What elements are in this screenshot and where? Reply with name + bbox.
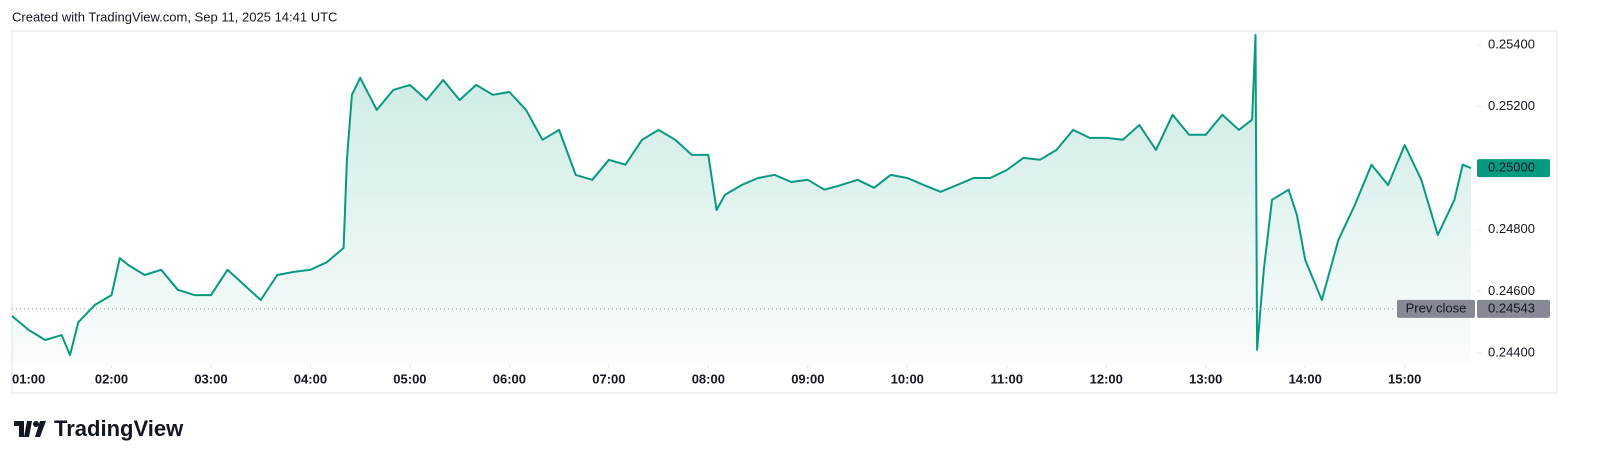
prev-close-label: 0.24543 [1488, 300, 1535, 315]
brand-logo [14, 421, 46, 437]
area-fill [12, 35, 1471, 365]
x-tick-label: 11:00 [990, 371, 1023, 386]
y-tick-label: 0.25400 [1488, 36, 1535, 51]
x-tick-label: 06:00 [493, 371, 526, 386]
last-price-badge [1477, 159, 1550, 178]
prev-close-name: Prev close [1406, 300, 1467, 315]
y-tick-label: 0.25200 [1488, 98, 1535, 113]
header-text: Created with TradingView.com, Sep 11, 20… [12, 9, 337, 24]
x-tick-label: 10:00 [891, 371, 924, 386]
x-tick-label: 05:00 [393, 371, 426, 386]
x-tick-label: 04:00 [294, 371, 327, 386]
x-tick-label: 07:00 [592, 371, 625, 386]
last-price-label: 0.25000 [1488, 160, 1535, 175]
prev-close-tag [1397, 299, 1475, 318]
brand-name: TradingView [54, 416, 184, 441]
y-tick-label: 0.24800 [1488, 221, 1535, 236]
chart-frame [11, 30, 1558, 394]
x-tick-label: 09:00 [791, 371, 824, 386]
x-tick-label: 03:00 [194, 371, 227, 386]
y-tick-label: 0.24400 [1488, 344, 1535, 359]
y-tick-label: 0.24600 [1488, 283, 1535, 298]
x-tick-label: 14:00 [1289, 371, 1322, 386]
x-tick-label: 12:00 [1090, 371, 1123, 386]
x-tick-label: 08:00 [692, 371, 725, 386]
prev-close-badge [1477, 299, 1550, 318]
price-line [11, 34, 1472, 357]
x-tick-label: 15:00 [1388, 371, 1421, 386]
x-tick-label: 01:00 [12, 371, 45, 386]
x-tick-label: 13:00 [1189, 371, 1222, 386]
x-tick-label: 02:00 [95, 371, 128, 386]
